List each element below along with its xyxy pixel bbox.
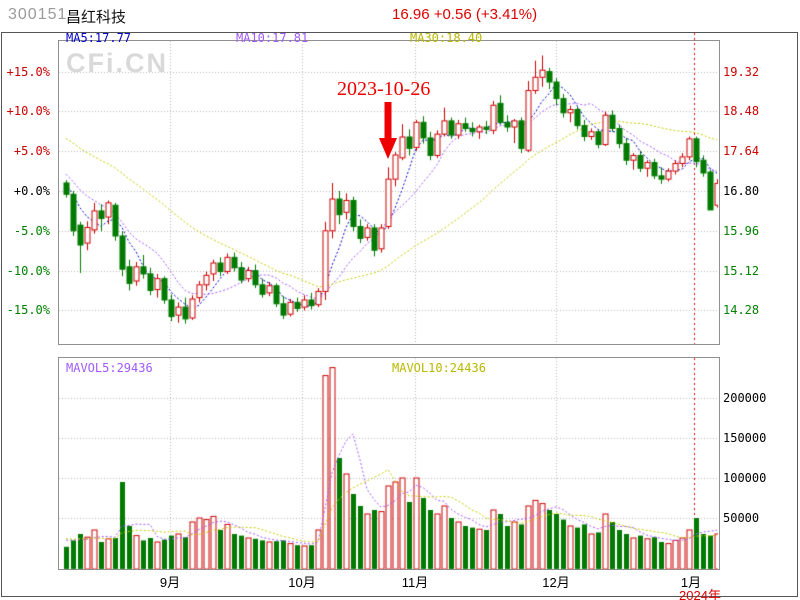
left-axis-tick: -5.0% bbox=[13, 223, 50, 238]
down-arrow-icon bbox=[379, 102, 397, 159]
month-tick: 12月 bbox=[542, 575, 570, 590]
right-axis-price-tick: 18.48 bbox=[723, 104, 760, 119]
right-axis-volume-tick: 100000 bbox=[723, 471, 767, 485]
right-axis-volume-tick: 50000 bbox=[723, 511, 760, 525]
year-tick: 2024年 bbox=[679, 588, 721, 600]
left-axis-tick: +10.0% bbox=[6, 104, 50, 119]
right-axis-price-tick: 17.64 bbox=[723, 144, 760, 159]
right-axis-volume-tick: 150000 bbox=[723, 431, 767, 445]
ma10-label: MA10:17.81 bbox=[236, 31, 309, 45]
right-axis-price-tick: 14.28 bbox=[723, 303, 760, 318]
right-axis-volume-tick: 200000 bbox=[723, 391, 767, 405]
left-axis-tick: +5.0% bbox=[13, 144, 50, 159]
month-tick: 11月 bbox=[401, 575, 429, 590]
month-tick: 10月 bbox=[288, 575, 316, 590]
date-annotation: 2023-10-26 bbox=[337, 78, 431, 100]
ma30-label: MA30:18.40 bbox=[410, 31, 483, 45]
left-axis-tick: +0.0% bbox=[13, 184, 50, 198]
right-axis-price-tick: 16.80 bbox=[723, 184, 760, 198]
right-axis-price-tick: 19.32 bbox=[723, 64, 760, 79]
right-axis-price-tick: 15.96 bbox=[723, 223, 760, 238]
right-axis-price-tick: 15.12 bbox=[723, 263, 760, 278]
left-axis-tick: -10.0% bbox=[6, 263, 50, 278]
ma5-label: MA5:17.77 bbox=[66, 31, 132, 45]
month-tick: 1月 bbox=[680, 575, 702, 590]
month-tick: 9月 bbox=[159, 575, 181, 590]
left-axis-tick: -15.0% bbox=[6, 303, 50, 318]
left-axis-tick: +15.0% bbox=[6, 64, 50, 79]
mavol5-label: MAVOL5:29436 bbox=[66, 361, 153, 375]
mavol10-label: MAVOL10:24436 bbox=[392, 361, 486, 375]
